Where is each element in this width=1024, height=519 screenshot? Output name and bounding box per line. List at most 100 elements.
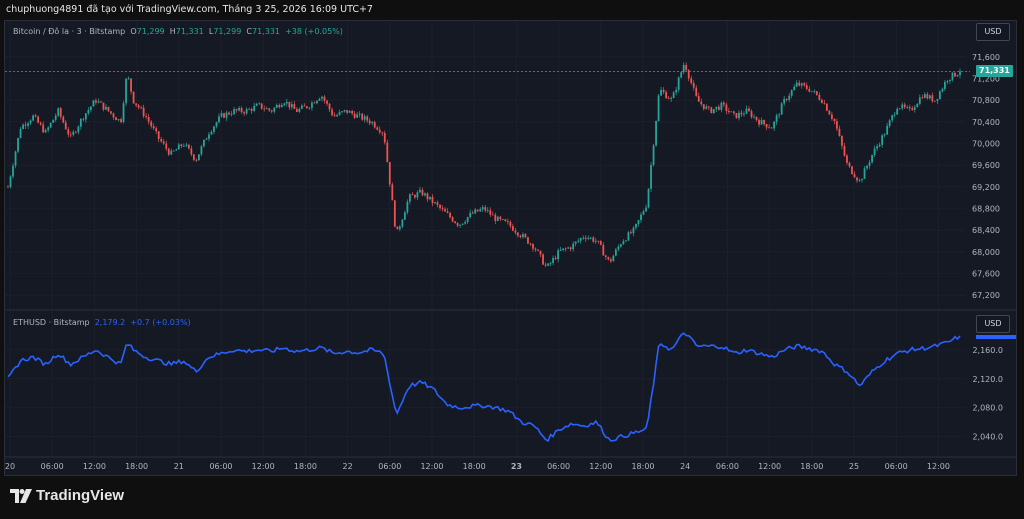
btc-candle	[398, 224, 401, 232]
btc-candle	[150, 120, 153, 129]
btc-candle	[260, 103, 263, 110]
btc-candle	[152, 123, 155, 130]
btc-candle	[607, 256, 610, 261]
btc-candle	[122, 100, 125, 124]
btc-candle	[612, 254, 615, 262]
btc-candle	[403, 210, 406, 220]
btc-candle	[132, 91, 135, 104]
btc-candle	[107, 106, 110, 113]
btc-price-tick: 71,600	[972, 53, 1000, 62]
btc-candle	[306, 105, 308, 110]
time-tick: 12:00	[252, 462, 275, 471]
btc-candle	[9, 175, 12, 189]
btc-candle	[871, 154, 873, 164]
btc-price-tick: 69,200	[972, 183, 1000, 192]
btc-candle	[436, 200, 439, 208]
btc-candle	[59, 106, 62, 120]
btc-price-tick: 68,400	[972, 226, 1000, 235]
btc-candle	[333, 112, 336, 117]
btc-candle	[308, 106, 311, 110]
btc-candle	[640, 212, 642, 224]
btc-candle	[851, 165, 853, 175]
btc-candle	[763, 119, 765, 126]
btc-price-tick: 68,800	[972, 205, 1000, 214]
btc-candle	[263, 105, 266, 112]
btc-candle	[602, 242, 605, 256]
btc-candle	[215, 121, 218, 129]
close-value: 71,331	[252, 27, 280, 36]
btc-candle	[542, 253, 544, 266]
btc-candle	[818, 92, 821, 101]
btc-candle	[77, 125, 80, 135]
btc-candle	[459, 224, 462, 229]
btc-candle	[489, 207, 492, 217]
btc-price-axis: 71,600 71,200 70,800 70,400 70,000 69,600 69,2…	[972, 53, 1000, 300]
btc-candle	[491, 211, 494, 216]
btc-candle	[268, 107, 271, 113]
btc-candle	[39, 121, 42, 126]
btc-candle	[283, 102, 286, 107]
btc-candle	[594, 237, 597, 245]
btc-candle	[931, 92, 934, 103]
chart-svg[interactable]: 71,600 71,200 70,800 70,400 70,000 69,600 69,2…	[5, 21, 1016, 475]
btc-candle	[27, 121, 29, 129]
btc-candle	[680, 71, 683, 79]
btc-candle	[506, 218, 509, 225]
btc-candle	[511, 223, 514, 232]
btc-candle	[456, 222, 459, 228]
btc-candle	[755, 116, 758, 122]
btc-candle	[223, 112, 225, 119]
btc-candle	[685, 62, 688, 72]
chart-area[interactable]: 71,600 71,200 70,800 70,400 70,000 69,600 69,2…	[4, 20, 1017, 476]
btc-candle	[449, 211, 451, 219]
btc-candle	[800, 82, 803, 89]
btc-candle	[662, 87, 665, 95]
btc-candle	[381, 131, 384, 137]
btc-candle	[700, 98, 703, 107]
btc-candle	[805, 82, 808, 91]
btc-candle	[195, 158, 198, 162]
btc-candle	[235, 108, 238, 113]
btc-candle	[956, 74, 959, 77]
btc-candle	[632, 226, 635, 237]
btc-candle	[527, 236, 529, 245]
btc-candle	[589, 236, 592, 240]
btc-currency-button[interactable]: USD	[976, 23, 1010, 41]
btc-candle	[836, 118, 838, 132]
btc-candle	[14, 150, 17, 169]
btc-candle	[780, 101, 783, 115]
time-tick: 12:00	[758, 462, 781, 471]
btc-candle	[177, 142, 180, 150]
btc-candle	[17, 137, 19, 154]
btc-candle	[72, 129, 75, 137]
btc-candle	[408, 193, 411, 205]
btc-candle	[863, 166, 866, 179]
btc-candle	[768, 124, 770, 129]
btc-candle	[192, 153, 195, 162]
btc-candle	[635, 223, 637, 231]
btc-candle	[416, 190, 419, 200]
btc-candle	[469, 209, 472, 219]
btc-candle	[162, 138, 165, 146]
btc-candle	[127, 76, 130, 80]
btc-candle	[441, 205, 444, 212]
btc-candle	[326, 99, 328, 107]
btc-candle	[208, 132, 210, 142]
btc-candle	[225, 110, 228, 121]
btc-candle	[584, 235, 587, 242]
btc-candle	[32, 114, 35, 122]
btc-candle	[547, 262, 549, 267]
btc-candle	[645, 204, 647, 213]
btc-candle	[175, 148, 178, 151]
btc-price-tick: 70,400	[972, 118, 1000, 127]
btc-candle	[240, 106, 243, 114]
eth-currency-button[interactable]: USD	[976, 315, 1010, 333]
btc-candle	[295, 107, 298, 113]
btc-candle	[245, 107, 248, 116]
btc-candle	[710, 106, 713, 114]
btc-candle	[509, 220, 512, 229]
btc-candle	[499, 215, 502, 222]
btc-candle	[431, 194, 434, 207]
btc-candle	[19, 126, 22, 139]
btc-candle	[614, 247, 617, 257]
